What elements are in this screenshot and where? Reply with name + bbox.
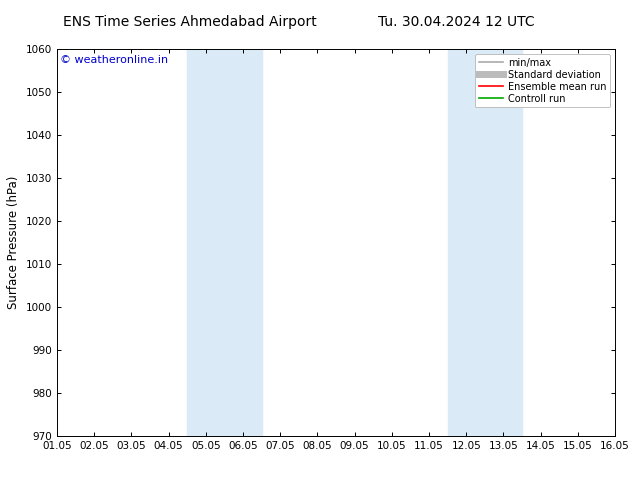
Bar: [448, 49, 522, 436]
Bar: [187, 49, 262, 436]
Y-axis label: Surface Pressure (hPa): Surface Pressure (hPa): [8, 176, 20, 309]
Text: ENS Time Series Ahmedabad Airport: ENS Time Series Ahmedabad Airport: [63, 15, 317, 29]
Legend: min/max, Standard deviation, Ensemble mean run, Controll run: min/max, Standard deviation, Ensemble me…: [475, 54, 610, 107]
Text: Tu. 30.04.2024 12 UTC: Tu. 30.04.2024 12 UTC: [378, 15, 535, 29]
Text: © weatheronline.in: © weatheronline.in: [60, 55, 168, 65]
